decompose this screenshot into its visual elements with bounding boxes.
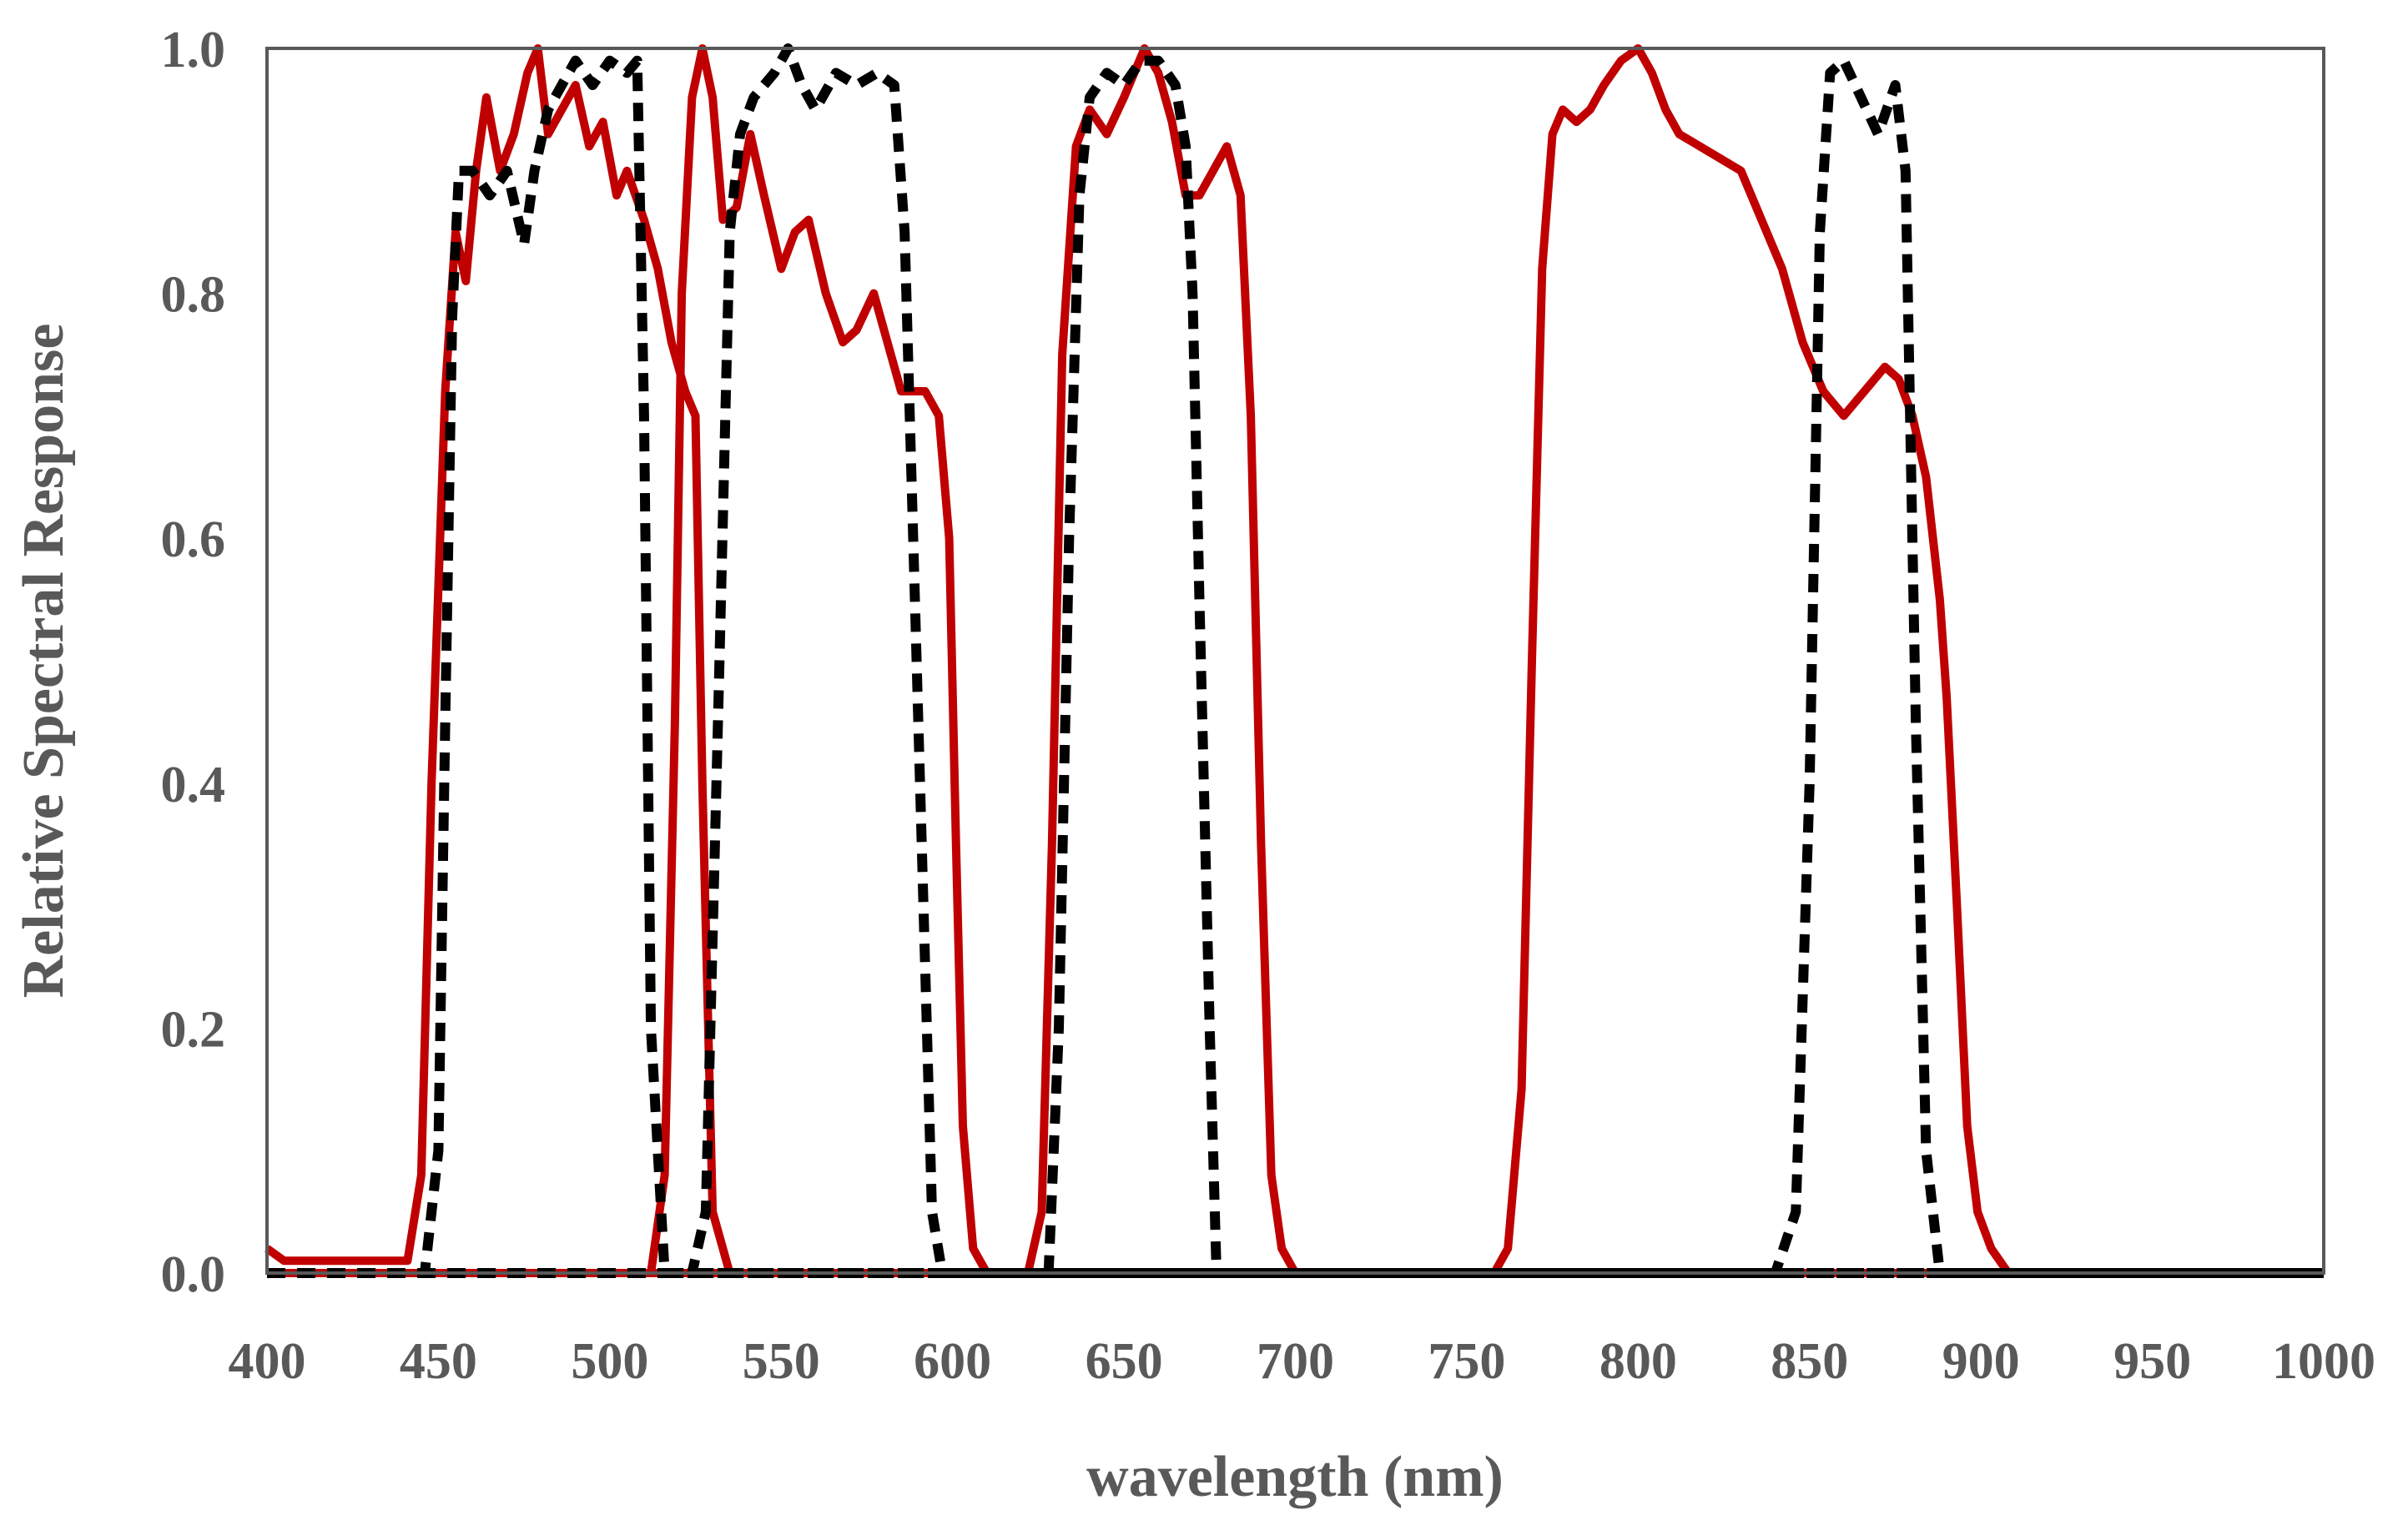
series-line-solid-nir-band [267,44,2324,1277]
series-layer [264,43,2324,1278]
y-tick-label: 0.8 [161,267,226,324]
series-line-solid-green-band [267,44,2324,1277]
series-line-dashed-green-band [267,43,2324,1278]
x-tick-label: 700 [1257,1333,1334,1390]
y-axis-ticks: 0.0 0.2 0.4 0.6 0.8 1.0 [161,22,226,1303]
plot-frame [265,47,2325,1275]
x-tick-label: 950 [2113,1333,2191,1390]
y-tick-label: 1.0 [161,22,226,78]
y-tick-label: 0.6 [161,511,226,568]
y-tick-label: 0.2 [161,1001,226,1058]
series-line-solid-red-band [267,44,2324,1277]
x-axis-title: wavelength (nm) [1086,1445,1504,1509]
y-tick-label: 0.0 [161,1246,226,1303]
x-tick-label: 900 [1942,1333,2020,1390]
x-tick-label: 650 [1086,1333,1163,1390]
x-axis-ticks: 400 450 500 550 600 650 700 750 800 850 900 950 1000 [229,1333,2376,1390]
series-line-solid-blue-band [264,44,2324,1277]
y-axis-title: Relative Spectral Response [12,324,76,999]
x-tick-label: 1000 [2272,1333,2375,1390]
x-tick-label: 800 [1599,1333,1677,1390]
y-tick-label: 0.4 [161,757,226,813]
x-tick-label: 550 [743,1333,820,1390]
x-tick-label: 850 [1771,1333,1848,1390]
series-line-dashed-blue-band [267,55,2324,1278]
x-tick-label: 450 [400,1333,477,1390]
series-line-dashed-nir-band [267,55,2324,1278]
series-line-dashed-red-band [267,55,2324,1278]
x-tick-label: 500 [571,1333,648,1390]
x-tick-label: 400 [229,1333,306,1390]
x-tick-label: 750 [1428,1333,1505,1390]
x-tick-label: 600 [914,1333,991,1390]
